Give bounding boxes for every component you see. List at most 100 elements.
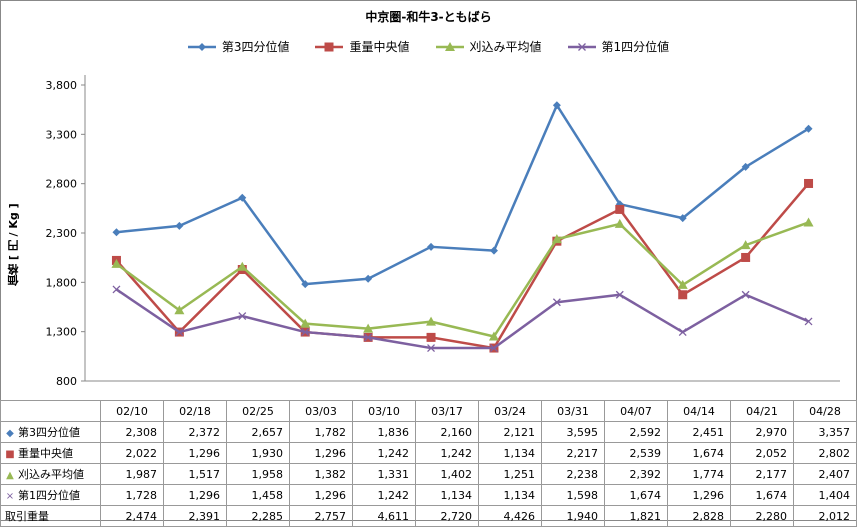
data-point-q1	[552, 298, 561, 307]
legend-key-icon: ▲	[6, 470, 14, 481]
data-point-trim	[551, 234, 562, 244]
table-row-label-text: 重量中央値	[18, 447, 73, 460]
table-cell: 2,022	[100, 442, 164, 464]
data-point-q1	[678, 328, 687, 337]
data-point-q3	[741, 162, 750, 171]
table-cell: 1,458	[226, 484, 290, 506]
y-tick-label: 1,800	[46, 276, 78, 289]
legend-item-median: 重量中央値	[315, 38, 410, 55]
data-point-q1	[301, 328, 310, 337]
line-chart: 800 1,300 1,800 2,300 2,800 3,300 3,800	[46, 75, 840, 388]
table-cell: 1,296	[289, 442, 353, 464]
data-point-median	[678, 290, 688, 300]
data-point-trim	[174, 305, 185, 315]
legend-swatch	[435, 41, 464, 51]
table-row-label-text: 第1四分位値	[18, 489, 80, 502]
table-cell: 4,426	[478, 505, 542, 527]
legend-item-q1: 第1四分位値	[567, 38, 670, 55]
table-corner-cell	[0, 400, 101, 422]
data-point-q3	[489, 246, 498, 255]
series-line-trim	[115, 221, 809, 338]
table-cell: 2,280	[730, 505, 794, 527]
table-row-weight: 取引重量 2,474 2,391 2,285 2,757 4,611 2,720 4,426 1…	[0, 505, 857, 527]
y-tick-label: 2,300	[46, 227, 78, 240]
table-row: ▲ 刈込み平均値 1,987 1,517 1,958 1,382 1,331 1,402 1,2…	[0, 463, 857, 485]
table-cell: 1,404	[793, 484, 857, 506]
table-cell: 1,782	[289, 421, 353, 443]
table-row-label: ◆ 第3四分位値	[0, 421, 101, 443]
table-cell: 1,382	[289, 463, 353, 485]
table-cell: 2,285	[226, 505, 290, 527]
legend: 第3四分位値 重量中央値 刈込み平均値 第1四分位値	[0, 38, 857, 55]
data-point-trim	[803, 217, 814, 227]
x-tick-label: 03/10	[352, 400, 416, 422]
x-tick-label: 04/21	[730, 400, 794, 422]
legend-key-icon: ■	[5, 449, 15, 460]
table-cell: 2,308	[100, 421, 164, 443]
data-point-q1	[615, 290, 624, 299]
legend-label: 第1四分位値	[601, 40, 670, 54]
data-point-q1	[489, 344, 498, 353]
x-tick-label: 03/03	[289, 400, 353, 422]
table-cell: 3,595	[541, 421, 605, 443]
data-point-q3	[301, 280, 310, 289]
table-cell: 2,177	[730, 463, 794, 485]
series-line-q3	[116, 103, 810, 286]
x-tick-label: 03/17	[415, 400, 479, 422]
y-tick-label: 1,300	[46, 326, 78, 339]
x-tick-label: 03/24	[478, 400, 542, 422]
data-point-q1	[427, 344, 436, 353]
legend-swatch	[567, 42, 596, 51]
table-cell: 2,012	[793, 505, 857, 527]
data-point-q3	[175, 221, 184, 230]
legend-swatch	[315, 42, 344, 51]
table-cell: 1,402	[415, 463, 479, 485]
table-cell: 1,836	[352, 421, 416, 443]
x-tick-label: 04/28	[793, 400, 857, 422]
table-cell: 2,657	[226, 421, 290, 443]
data-point-trim	[237, 261, 248, 271]
table-cell: 2,474	[100, 505, 164, 527]
table-cell: 1,728	[100, 484, 164, 506]
data-point-trim	[740, 240, 751, 250]
table-cell: 2,238	[541, 463, 605, 485]
data-table: 02/10 02/18 02/25 03/03 03/10 03/17 03/24 03/31…	[0, 400, 857, 527]
legend-key-icon: ◆	[6, 428, 14, 439]
series-line-median	[115, 182, 810, 350]
data-point-trim	[677, 279, 688, 289]
legend-item-trim: 刈込み平均値	[435, 38, 542, 55]
data-point-q3	[427, 242, 436, 251]
data-point-q3	[804, 124, 813, 133]
table-cell: 1,517	[163, 463, 227, 485]
table-cell: 1,242	[352, 484, 416, 506]
x-tick-label: 02/10	[100, 400, 164, 422]
x-tick-label: 02/25	[226, 400, 290, 422]
data-point-q1	[238, 312, 247, 321]
table-row-label: ■ 重量中央値	[0, 442, 101, 464]
data-point-median	[426, 332, 436, 342]
table-cell: 2,720	[415, 505, 479, 527]
table-cell: 1,958	[226, 463, 290, 485]
table-cell: 2,592	[604, 421, 668, 443]
data-point-trim	[426, 316, 437, 326]
table-cell: 1,930	[226, 442, 290, 464]
chart-title: 中京圏-和牛3-ともばら	[365, 10, 492, 24]
series-line-q1	[115, 288, 810, 350]
data-point-trim	[300, 318, 311, 328]
table-cell: 1,598	[541, 484, 605, 506]
table-cell: 1,674	[604, 484, 668, 506]
table-cell: 1,674	[730, 484, 794, 506]
legend-label: 刈込み平均値	[469, 40, 542, 54]
data-point-trim	[363, 323, 374, 333]
data-point-trim	[614, 218, 625, 228]
data-point-q1	[804, 317, 813, 326]
table-cell: 2,372	[163, 421, 227, 443]
data-point-q3	[678, 214, 687, 223]
table-cell: 2,539	[604, 442, 668, 464]
table-row-label-text: 刈込み平均値	[18, 468, 84, 481]
table-cell: 2,121	[478, 421, 542, 443]
table-cell: 2,802	[793, 442, 857, 464]
table-row: ■ 重量中央値 2,022 1,296 1,930 1,296 1,242 1,242 1,13…	[0, 442, 857, 464]
table-cell: 1,987	[100, 463, 164, 485]
table-row-label: 取引重量	[0, 505, 101, 527]
